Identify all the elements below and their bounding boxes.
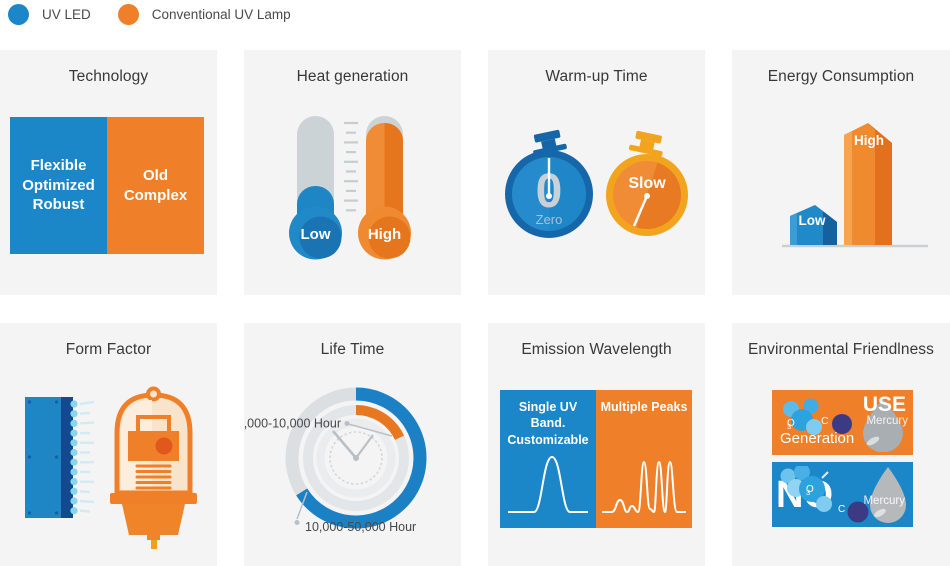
stopwatches-icon: 0 Zero Slow xyxy=(505,129,688,238)
uvled-thermometer-icon: Low xyxy=(289,116,342,260)
uvled-lifetime-range: 10,000-50,000 Hour xyxy=(305,520,416,534)
generation-label: Generation xyxy=(780,430,855,447)
panel-emission-wavelength: Emission Wavelength Single UV Band. Cust… xyxy=(488,323,705,566)
panel-warmup-time: Warm-up Time 0 Zero xyxy=(488,50,705,295)
ozone-subscript: 3 xyxy=(787,422,792,431)
mercury-label: Mercury xyxy=(863,495,905,507)
mercury-droplet-icon xyxy=(870,467,906,523)
uvled-emission-text: Single UV Band. Customizable xyxy=(507,400,589,447)
panel-form-factor: Form Factor xyxy=(0,323,217,566)
uvled-lifetime-arc xyxy=(296,387,427,529)
thermometers-icon: Low High xyxy=(289,116,411,260)
carbon-label: C xyxy=(838,504,846,515)
panel-warmup-title: Warm-up Time xyxy=(545,68,648,85)
lamp-lifetime-callout: 2,000-10,000 Hour xyxy=(244,417,393,437)
uvled-technology-box: Flexible Optimized Robust xyxy=(10,117,107,254)
lamp-energy-bar-icon: High xyxy=(844,123,892,245)
uvled-legend-label: UV LED xyxy=(42,7,91,22)
lamp-lifetime-range: 2,000-10,000 Hour xyxy=(244,417,341,431)
panel-technology: Technology Flexible Optimized Robust Old… xyxy=(0,50,217,295)
panel-environment-title: Environmental Friendlness xyxy=(747,341,934,358)
legend-item-uvled: UV LED xyxy=(8,4,91,25)
single-peak-spectrum-icon xyxy=(508,455,588,513)
lamp-warmup-label: Slow xyxy=(628,175,666,192)
legend: UV LED Conventional UV Lamp xyxy=(8,4,291,25)
form-factor-icon xyxy=(25,386,197,549)
uvled-color-dot-icon xyxy=(8,4,29,25)
ozone-subscript: 3 xyxy=(806,488,811,497)
uvled-stopwatch-icon: 0 Zero xyxy=(505,129,593,238)
carbon-molecule-icon xyxy=(847,501,869,523)
lamp-emission-box: Multiple Peaks xyxy=(596,390,692,528)
lamp-technology-text: Old Complex xyxy=(123,166,188,204)
energy-bars-icon: Low High xyxy=(782,123,928,248)
panel-lifetime-title: Life Time xyxy=(320,341,385,358)
panel-life-time: Life Time 2,000-10,000 Hour 10,000-50,0 xyxy=(244,323,461,566)
panel-emission-title: Emission Wavelength xyxy=(521,341,672,358)
uvled-emission-box: Single UV Band. Customizable xyxy=(500,390,596,528)
lamp-heat-label: High xyxy=(368,226,401,243)
legend-item-lamp: Conventional UV Lamp xyxy=(117,4,291,25)
use-label: USE xyxy=(862,393,906,416)
uvled-module-icon xyxy=(25,397,95,518)
uvled-energy-bar-icon: Low xyxy=(790,205,837,245)
ozone-symbol: O xyxy=(787,418,795,429)
panel-energy-consumption: Energy Consumption Low High xyxy=(732,50,950,295)
uvled-technology-text: Flexible Optimized Robust xyxy=(22,156,95,214)
lamp-stopwatch-icon: Slow xyxy=(606,130,688,236)
ozone-symbol: O xyxy=(806,484,814,495)
lamp-lifetime-arc xyxy=(355,405,405,441)
lamp-energy-label: High xyxy=(854,133,884,148)
uvled-environment-banner: NO O3 C Mercury xyxy=(772,462,913,527)
panel-heat-title: Heat generation xyxy=(296,68,409,85)
uvled-lifetime-callout: 10,000-50,000 Hour xyxy=(294,491,416,534)
panel-heat-generation: Heat generation Low xyxy=(244,50,461,295)
carbon-label: C xyxy=(821,415,829,427)
panel-technology-title: Technology xyxy=(68,68,149,85)
ozone-molecule-icon xyxy=(783,398,852,435)
lamp-legend-label: Conventional UV Lamp xyxy=(151,7,291,22)
lamp-thermometer-icon: High xyxy=(358,116,411,260)
thermometer-scale-ticks xyxy=(344,121,358,212)
lamp-emission-text: Multiple Peaks xyxy=(600,400,688,414)
mercury-label: Mercury xyxy=(866,415,908,427)
uvled-warmup-label: Zero xyxy=(536,212,563,227)
clock-hands-icon xyxy=(332,430,374,461)
ozone-molecule-icon xyxy=(780,466,869,523)
mercury-droplet-icon xyxy=(863,399,903,452)
uvled-energy-label: Low xyxy=(799,213,826,228)
lamp-bulb-icon xyxy=(110,386,197,549)
lamp-technology-box: Old Complex xyxy=(107,117,204,254)
multi-peak-spectrum-icon xyxy=(602,460,686,514)
panel-energy-title: Energy Consumption xyxy=(767,68,915,85)
panel-form-title: Form Factor xyxy=(65,341,152,358)
uvled-heat-label: Low xyxy=(301,226,331,243)
lamp-color-dot-icon xyxy=(117,4,139,25)
carbon-molecule-icon xyxy=(832,414,852,434)
lifetime-clock-chart: 2,000-10,000 Hour 10,000-50,000 Hour xyxy=(244,387,427,534)
